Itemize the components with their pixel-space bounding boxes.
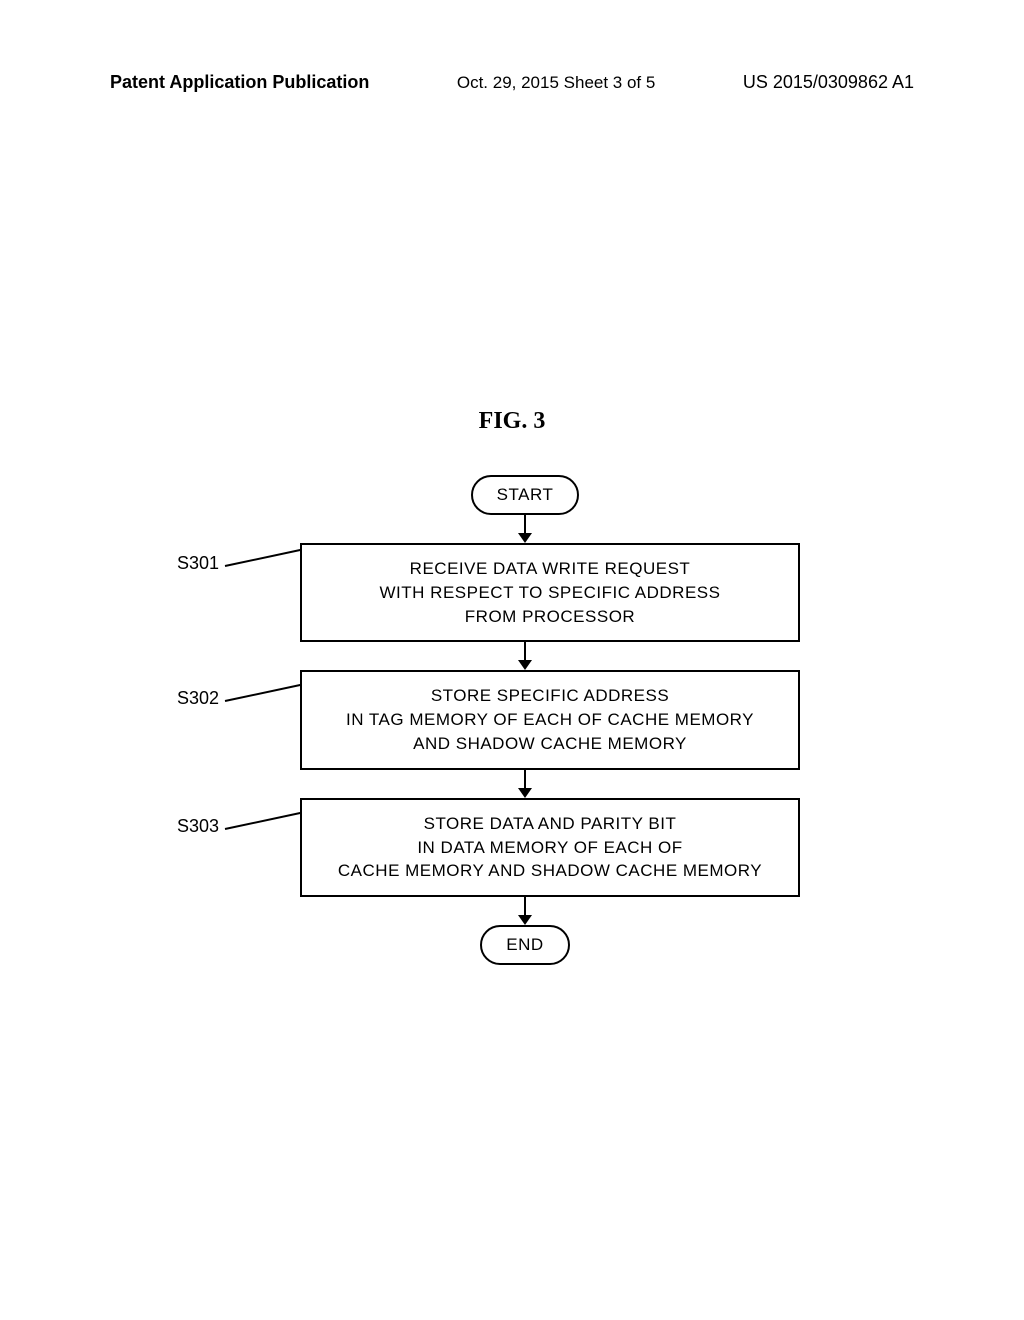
arrow-4 (225, 897, 825, 925)
step-label-s301: S301 (177, 553, 219, 574)
arrow-head-icon (518, 660, 532, 670)
step-s301-wrap: S301 RECEIVE DATA WRITE REQUESTWITH RESP… (225, 543, 825, 642)
page-header: Patent Application Publication Oct. 29, … (0, 72, 1024, 93)
connector-line-s302 (225, 684, 302, 702)
step-s303-wrap: S303 STORE DATA AND PARITY BITIN DATA ME… (225, 798, 825, 897)
arrow-head-icon (518, 915, 532, 925)
flowchart-container: START S301 RECEIVE DATA WRITE REQUESTWIT… (225, 475, 825, 965)
arrow-line (524, 642, 526, 662)
arrow-head-icon (518, 788, 532, 798)
arrow-2 (225, 642, 825, 670)
arrow-line (524, 770, 526, 790)
arrow-3 (225, 770, 825, 798)
process-node-s301: RECEIVE DATA WRITE REQUESTWITH RESPECT T… (300, 543, 800, 642)
arrow-line (524, 515, 526, 535)
connector-line-s301 (225, 549, 302, 567)
header-right-text: US 2015/0309862 A1 (743, 72, 914, 93)
end-node-wrap: END (225, 925, 825, 965)
header-center-text: Oct. 29, 2015 Sheet 3 of 5 (457, 73, 655, 93)
arrow-line (524, 897, 526, 917)
step-label-s303: S303 (177, 816, 219, 837)
process-node-s303: STORE DATA AND PARITY BITIN DATA MEMORY … (300, 798, 800, 897)
step-label-s302: S302 (177, 688, 219, 709)
figure-title: FIG. 3 (479, 408, 546, 435)
step-s302-wrap: S302 STORE SPECIFIC ADDRESSIN TAG MEMORY… (225, 670, 825, 769)
process-node-s302: STORE SPECIFIC ADDRESSIN TAG MEMORY OF E… (300, 670, 800, 769)
start-node-wrap: START (225, 475, 825, 515)
arrow-head-icon (518, 533, 532, 543)
header-left-text: Patent Application Publication (110, 72, 369, 93)
end-node: END (480, 925, 569, 965)
connector-line-s303 (225, 812, 302, 830)
start-node: START (471, 475, 580, 515)
arrow-1 (225, 515, 825, 543)
